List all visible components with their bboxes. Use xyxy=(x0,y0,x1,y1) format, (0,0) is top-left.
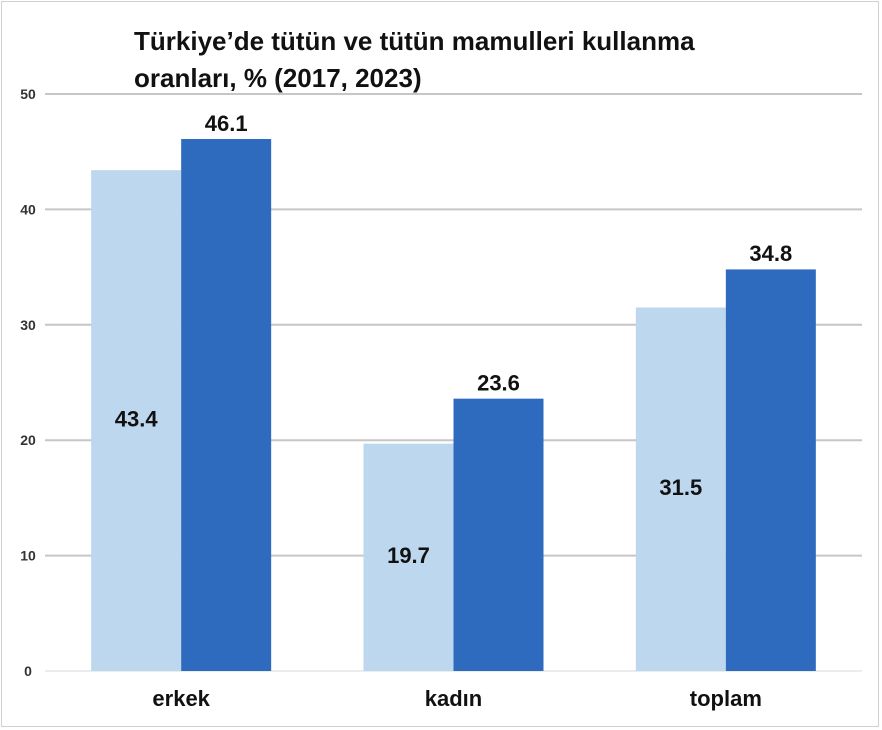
bars xyxy=(91,139,816,672)
data-label-kadın-series-2: 23.6 xyxy=(477,370,520,395)
y-tick-label: 10 xyxy=(20,548,36,564)
x-tick-label-kadın: kadın xyxy=(425,686,482,711)
bar-kadın-series-2 xyxy=(453,398,544,671)
y-tick-label: 40 xyxy=(20,201,36,217)
x-tick-label-erkek: erkek xyxy=(152,686,210,711)
data-label-toplam-series-2: 34.8 xyxy=(749,241,792,266)
bar-toplam-series-2 xyxy=(725,269,816,671)
y-tick-label: 20 xyxy=(20,432,36,448)
bar-erkek-series-2 xyxy=(181,139,272,672)
y-tick-label: 30 xyxy=(20,317,36,333)
bar-toplam-series-1 xyxy=(635,307,726,671)
chart-title-line-1: Türkiye’de tütün ve tütün mamulleri kull… xyxy=(134,26,695,56)
data-label-toplam-series-1: 31.5 xyxy=(659,475,702,500)
x-axis-tick-labels: erkek kadın toplam xyxy=(152,686,761,711)
y-tick-label: 50 xyxy=(20,86,36,102)
y-axis-tick-labels: 0 10 20 30 40 50 xyxy=(20,86,36,679)
data-labels: 43.4 46.1 19.7 23.6 31.5 34.8 xyxy=(115,111,792,568)
y-tick-label: 0 xyxy=(24,663,32,679)
chart-title-line-2: oranları, % (2017, 2023) xyxy=(134,63,422,93)
x-tick-label-toplam: toplam xyxy=(690,686,762,711)
data-label-erkek-series-2: 46.1 xyxy=(205,111,248,136)
bar-erkek-series-1 xyxy=(91,170,182,671)
data-label-kadın-series-1: 19.7 xyxy=(387,543,430,568)
data-label-erkek-series-1: 43.4 xyxy=(115,406,159,431)
bar-kadın-series-1 xyxy=(363,443,454,671)
